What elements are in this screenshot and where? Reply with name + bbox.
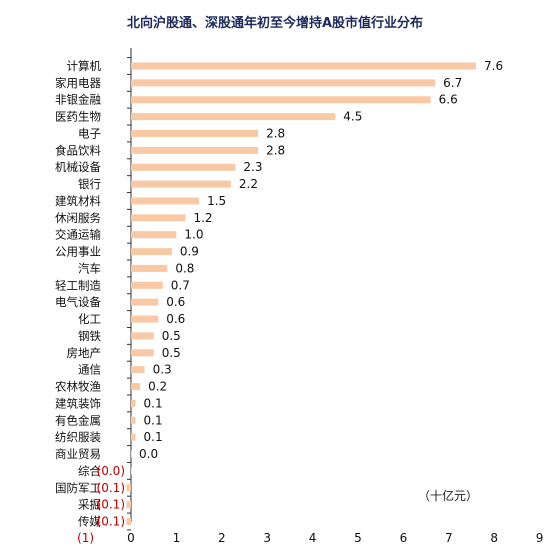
bar xyxy=(131,62,477,70)
category-label: 食品饮料 xyxy=(55,143,101,157)
x-tick-label: (1) xyxy=(77,531,94,545)
category-label: 银行 xyxy=(78,177,101,191)
category-label: 建筑装饰 xyxy=(55,396,101,410)
data-label: 0.5 xyxy=(162,346,181,360)
data-label: 1.5 xyxy=(207,194,226,208)
bar xyxy=(131,248,172,256)
data-label: 0.9 xyxy=(180,245,199,259)
data-label: 6.7 xyxy=(443,76,462,90)
data-label: 0.1 xyxy=(144,430,163,444)
category-label: 家用电器 xyxy=(55,76,101,90)
bar xyxy=(131,366,145,374)
bar xyxy=(131,416,136,424)
data-label: 4.5 xyxy=(343,110,362,124)
category-label: 公用事业 xyxy=(55,245,101,259)
category-label: 农林牧渔 xyxy=(55,380,101,394)
bar xyxy=(131,96,431,104)
bar xyxy=(131,129,259,137)
bar xyxy=(131,332,154,340)
bar xyxy=(131,315,159,323)
data-label: 0.7 xyxy=(171,278,190,292)
data-label: 6.6 xyxy=(439,93,458,107)
data-label: 2.8 xyxy=(266,143,285,157)
category-label: 交通运输 xyxy=(55,228,101,242)
bar xyxy=(131,180,231,188)
data-label: (0.0) xyxy=(97,464,125,478)
data-label: 0.6 xyxy=(166,295,185,309)
data-label: (0.1) xyxy=(97,498,125,512)
data-label: 0.6 xyxy=(166,312,185,326)
x-tick-label: 6 xyxy=(400,531,408,545)
x-tick-label: 0 xyxy=(127,531,135,545)
category-label: 电子 xyxy=(78,126,101,140)
x-tick-label: 9 xyxy=(536,531,544,545)
category-label: 房地产 xyxy=(67,346,102,360)
bar xyxy=(131,163,236,171)
x-tick-label: 2 xyxy=(218,531,226,545)
x-tick-label: 1 xyxy=(173,531,181,545)
x-tick-label: 5 xyxy=(354,531,362,545)
category-label: 建筑材料 xyxy=(55,194,101,208)
category-label: 有色金属 xyxy=(55,413,101,427)
category-label: 机械设备 xyxy=(55,160,101,174)
category-label: 轻工制造 xyxy=(55,278,101,292)
bar xyxy=(131,197,200,205)
x-tick-label: 3 xyxy=(263,531,271,545)
x-tick-label: 7 xyxy=(445,531,453,545)
bar xyxy=(131,298,159,306)
bar xyxy=(131,79,436,87)
bar xyxy=(131,450,132,458)
bar xyxy=(131,264,168,272)
data-label: 2.2 xyxy=(239,177,258,191)
bar xyxy=(131,467,132,475)
bar xyxy=(126,484,131,492)
data-label: 0.3 xyxy=(153,363,172,377)
data-label: 0.1 xyxy=(144,413,163,427)
category-label: 钢铁 xyxy=(78,329,101,343)
category-label: 传媒 xyxy=(78,514,101,528)
bar xyxy=(131,231,177,239)
data-label: 0.8 xyxy=(175,261,194,275)
data-label: 2.8 xyxy=(266,126,285,140)
category-label: 国防军工 xyxy=(55,481,101,495)
bar xyxy=(131,383,141,391)
bar xyxy=(131,214,186,222)
category-label: 通信 xyxy=(78,363,101,377)
data-label: 0.2 xyxy=(148,380,167,394)
category-label: 医药生物 xyxy=(55,110,101,124)
category-label: 采掘 xyxy=(78,498,101,512)
data-label: (0.1) xyxy=(97,481,125,495)
category-label: 计算机 xyxy=(67,59,102,73)
data-label: (0.1) xyxy=(97,514,125,528)
category-label: 商业贸易 xyxy=(55,447,101,461)
data-label: 7.6 xyxy=(484,59,503,73)
bar xyxy=(131,146,259,154)
unit-label: （十亿元） xyxy=(418,489,479,503)
bar xyxy=(131,281,163,289)
data-label: 0.1 xyxy=(144,396,163,410)
bar xyxy=(131,349,154,357)
data-label: 0.5 xyxy=(162,329,181,343)
data-label: 1.0 xyxy=(184,228,203,242)
x-tick-label: 8 xyxy=(490,531,498,545)
data-label: 0.0 xyxy=(139,447,158,461)
category-label: 综合 xyxy=(78,464,101,478)
bar xyxy=(131,399,136,407)
category-label: 汽车 xyxy=(78,261,101,275)
category-label: 化工 xyxy=(78,312,101,326)
chart-title: 北向沪股通、深股通年初至今增持A股市值行业分布 xyxy=(126,16,424,31)
category-label: 非银金融 xyxy=(55,93,101,107)
bar xyxy=(126,501,131,509)
data-label: 1.2 xyxy=(193,211,212,225)
category-label: 纺织服装 xyxy=(55,430,101,444)
bar xyxy=(126,517,131,525)
x-tick-label: 4 xyxy=(309,531,317,545)
bar xyxy=(131,113,336,121)
bar xyxy=(131,433,136,441)
category-label: 休闲服务 xyxy=(55,211,101,225)
category-label: 电气设备 xyxy=(55,295,101,309)
data-label: 2.3 xyxy=(243,160,262,174)
